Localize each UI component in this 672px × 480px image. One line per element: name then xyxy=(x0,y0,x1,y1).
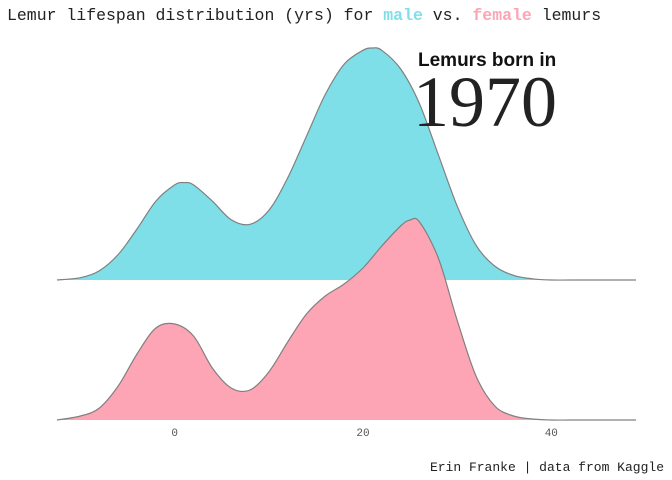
title-prefix: Lemur lifespan distribution (yrs) for xyxy=(7,6,383,25)
annotation-label: Lemurs born in xyxy=(418,50,556,71)
x-tick-label: 0 xyxy=(171,428,178,440)
caption: Erin Franke | data from Kaggle xyxy=(430,460,664,475)
title-female-word: female xyxy=(472,6,532,25)
ridge-line-female xyxy=(56,217,636,421)
x-tick-label: 20 xyxy=(356,428,369,440)
ridges-group xyxy=(56,47,636,421)
title-middle: vs. xyxy=(423,6,473,25)
ridge-area-male xyxy=(57,47,636,281)
annotation-year: 1970 xyxy=(413,62,557,142)
title-suffix: lemurs xyxy=(532,6,601,25)
x-tick-label: 40 xyxy=(545,428,558,440)
chart-title: Lemur lifespan distribution (yrs) for ma… xyxy=(7,6,601,25)
x-axis-ticks: 0 20 40 xyxy=(171,428,558,440)
ridge-area-female xyxy=(57,218,636,421)
title-male-word: male xyxy=(383,6,423,25)
ridge-line-male xyxy=(56,47,636,281)
